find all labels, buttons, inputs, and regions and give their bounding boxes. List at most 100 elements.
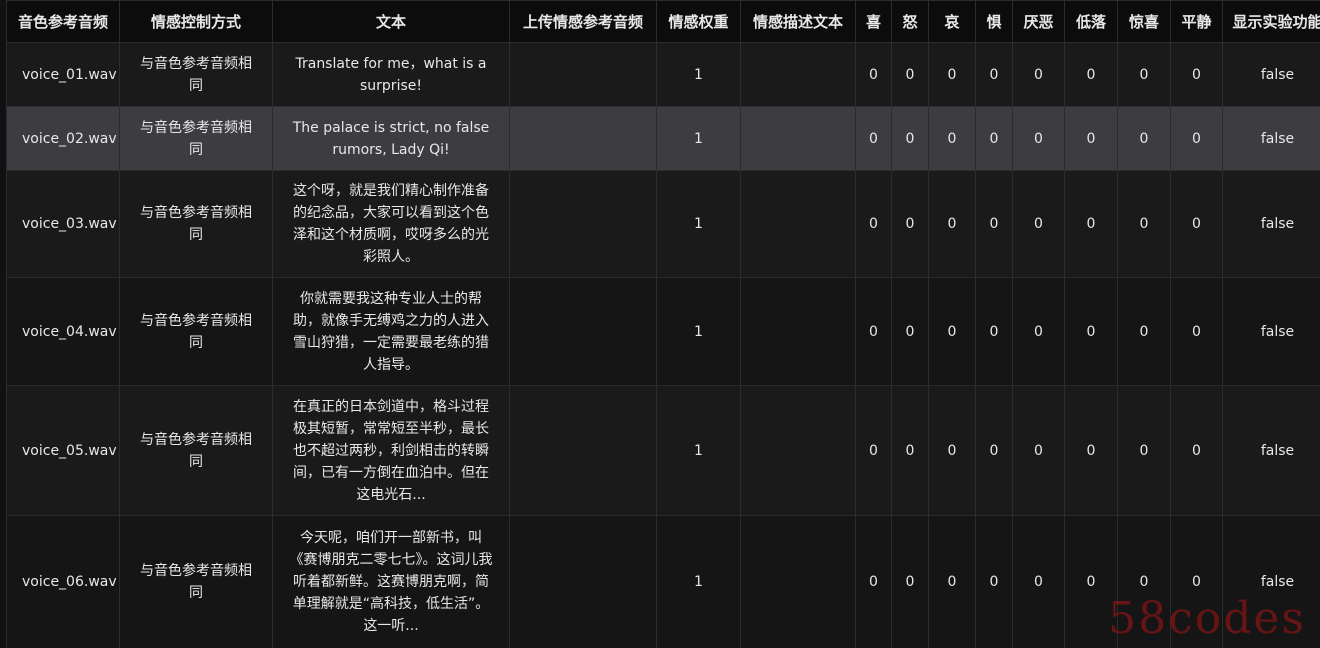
column-header: 情感描述文本 <box>740 0 856 43</box>
table-cell <box>740 385 856 516</box>
table-cell: 这个呀，就是我们精心制作准备的纪念品，大家可以看到这个色泽和这个材质啊，哎呀多么… <box>272 170 510 278</box>
table-cell: 1 <box>656 170 741 278</box>
column-header: 情感权重 <box>656 0 741 43</box>
table-cell: 0 <box>1117 106 1171 171</box>
table-cell: voice_01.wav <box>6 42 120 107</box>
table-cell <box>509 106 657 171</box>
column-header: 显示实验功能 <box>1222 0 1320 43</box>
table-cell: Translate for me，what is a surprise! <box>272 42 510 107</box>
table-cell: 1 <box>656 277 741 386</box>
table-cell <box>740 106 856 171</box>
table-cell: 0 <box>1117 277 1171 386</box>
table-cell: 0 <box>891 277 929 386</box>
table-cell: 1 <box>656 515 741 648</box>
table-cell: 0 <box>1117 170 1171 278</box>
table-cell: 0 <box>1064 42 1118 107</box>
table-cell: 0 <box>855 385 892 516</box>
table-cell: 0 <box>975 277 1013 386</box>
table-cell: false <box>1222 106 1320 171</box>
table-cell <box>509 42 657 107</box>
table-cell: 0 <box>1170 515 1223 648</box>
column-header: 文本 <box>272 0 510 43</box>
table-cell: 0 <box>928 515 976 648</box>
column-header: 上传情感参考音频 <box>509 0 657 43</box>
table-cell: 0 <box>928 42 976 107</box>
table-cell: 0 <box>1064 106 1118 171</box>
table-cell: 0 <box>1064 385 1118 516</box>
table-cell: 0 <box>891 515 929 648</box>
table-cell: 与音色参考音频相同 <box>119 106 273 171</box>
table-cell: voice_02.wav <box>6 106 120 171</box>
table-cell: voice_05.wav <box>6 385 120 516</box>
table-cell: 0 <box>975 170 1013 278</box>
table-cell: 0 <box>1117 42 1171 107</box>
column-header: 厌恶 <box>1012 0 1065 43</box>
table-cell: 0 <box>1117 515 1171 648</box>
table-cell <box>509 385 657 516</box>
table-cell: 0 <box>1012 277 1065 386</box>
table-cell: 0 <box>1064 515 1118 648</box>
table-cell: 0 <box>1012 515 1065 648</box>
table-body: voice_01.wav 与音色参考音频相同 Translate for me，wh… <box>6 42 1320 648</box>
table-cell <box>509 515 657 648</box>
table-cell: 0 <box>855 106 892 171</box>
table-cell <box>509 170 657 278</box>
table-cell: false <box>1222 277 1320 386</box>
table-cell: 0 <box>1064 170 1118 278</box>
column-header: 怒 <box>891 0 929 43</box>
table-cell: 0 <box>891 385 929 516</box>
column-header: 平静 <box>1170 0 1223 43</box>
column-header: 哀 <box>928 0 976 43</box>
table-cell: 0 <box>855 277 892 386</box>
watermark: 58codes <box>1108 593 1306 644</box>
data-table: 音色参考音频 情感控制方式 文本 上传情感参考音频 情感权重 情感描述文本喜怒哀惧厌恶 低落… <box>6 0 1320 648</box>
table-cell: 0 <box>1170 106 1223 171</box>
table-cell: 与音色参考音频相同 <box>119 385 273 516</box>
column-header: 低落 <box>1064 0 1118 43</box>
table-row: voice_05.wav 与音色参考音频相同 在真正的日本剑道中，格斗过程极其短暂，… <box>6 385 1320 516</box>
table-cell: 0 <box>1012 106 1065 171</box>
table-cell: 与音色参考音频相同 <box>119 277 273 386</box>
table-cell: 0 <box>975 42 1013 107</box>
table-cell: 0 <box>975 106 1013 171</box>
table-cell: The palace is strict, no false rumors, L… <box>272 106 510 171</box>
table-cell: false <box>1222 42 1320 107</box>
table-cell: 0 <box>975 385 1013 516</box>
table-cell: 0 <box>1012 385 1065 516</box>
table-cell: 0 <box>1064 277 1118 386</box>
table-cell: 0 <box>1117 385 1171 516</box>
table-row: voice_06.wav 与音色参考音频相同 今天呢，咱们开一部新书，叫《赛博朋克二… <box>6 515 1320 648</box>
table-cell: false <box>1222 515 1320 648</box>
table-cell: 0 <box>1170 42 1223 107</box>
table-cell: 0 <box>891 170 929 278</box>
table-cell: 0 <box>928 170 976 278</box>
table-cell: 0 <box>1170 277 1223 386</box>
table-row: voice_04.wav 与音色参考音频相同 你就需要我这种专业人士的帮助，就像手无… <box>6 277 1320 386</box>
table-cell <box>740 515 856 648</box>
table-container: 音色参考音频 情感控制方式 文本 上传情感参考音频 情感权重 情感描述文本喜怒哀惧厌恶 低落… <box>6 0 1320 648</box>
table-cell: voice_04.wav <box>6 277 120 386</box>
table-cell <box>509 277 657 386</box>
table-cell: 今天呢，咱们开一部新书，叫《赛博朋克二零七七》。这词儿我听着都新鲜。这赛博朋克啊… <box>272 515 510 648</box>
column-header: 喜 <box>855 0 892 43</box>
table-cell: 0 <box>1170 385 1223 516</box>
table-cell: 与音色参考音频相同 <box>119 170 273 278</box>
table-row: voice_01.wav 与音色参考音频相同 Translate for me，wh… <box>6 42 1320 107</box>
table-cell: 0 <box>928 106 976 171</box>
table-cell: 在真正的日本剑道中，格斗过程极其短暂，常常短至半秒，最长也不超过两秒，利剑相击的… <box>272 385 510 516</box>
table-cell <box>740 170 856 278</box>
table-row: voice_03.wav 与音色参考音频相同 这个呀，就是我们精心制作准备的纪念品，… <box>6 170 1320 278</box>
column-header: 惊喜 <box>1117 0 1171 43</box>
table-cell: 0 <box>855 515 892 648</box>
table-cell: 与音色参考音频相同 <box>119 42 273 107</box>
column-header: 惧 <box>975 0 1013 43</box>
table-cell: 与音色参考音频相同 <box>119 515 273 648</box>
table-cell: 0 <box>855 170 892 278</box>
table-cell: 0 <box>855 42 892 107</box>
table-header: 音色参考音频 情感控制方式 文本 上传情感参考音频 情感权重 情感描述文本喜怒哀惧厌恶 低落… <box>6 0 1320 43</box>
table-row: voice_02.wav 与音色参考音频相同 The palace is stric… <box>6 106 1320 171</box>
table-cell: 0 <box>891 42 929 107</box>
table-cell: 0 <box>1012 170 1065 278</box>
table-cell: 1 <box>656 106 741 171</box>
